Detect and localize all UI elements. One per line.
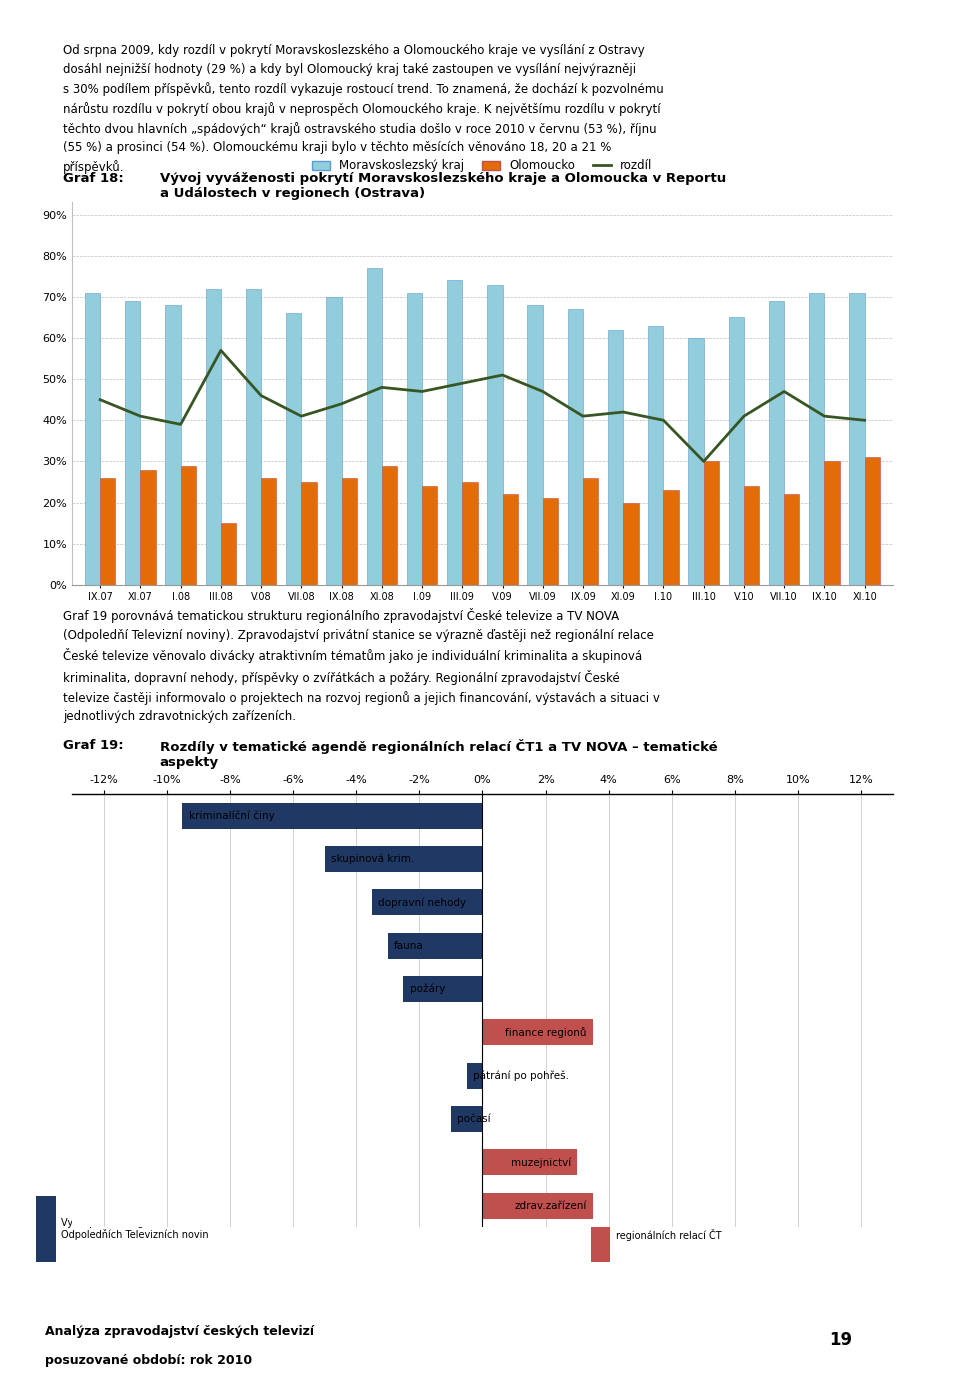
Bar <box>527 305 542 585</box>
Bar <box>205 289 221 585</box>
Text: © 2011 MEDIA TENOR: © 2011 MEDIA TENOR <box>924 633 934 743</box>
Bar <box>648 326 663 585</box>
Bar <box>865 457 880 585</box>
Text: posuzované období: rok 2010: posuzované období: rok 2010 <box>45 1354 252 1366</box>
Bar <box>809 293 825 585</box>
Bar <box>784 494 800 585</box>
Bar <box>221 523 236 585</box>
Text: Graf 19 porovnává tematickou strukturu regionálního zpravodajství České televize: Graf 19 porovnává tematickou strukturu r… <box>62 608 660 724</box>
Bar <box>482 1020 593 1046</box>
Bar <box>623 502 638 585</box>
Bar <box>567 310 583 585</box>
Bar <box>744 486 759 585</box>
Bar <box>372 889 482 915</box>
Bar <box>261 477 276 585</box>
Bar <box>825 461 840 585</box>
Bar <box>84 293 100 585</box>
Bar <box>463 482 477 585</box>
Bar <box>367 268 382 585</box>
Bar <box>180 465 196 585</box>
Bar <box>286 314 301 585</box>
Text: Od srpna 2009, kdy rozdíl v pokrytí Moravskoslezského a Olomouckého kraje ve vys: Od srpna 2009, kdy rozdíl v pokrytí Mora… <box>62 44 663 173</box>
Text: Graf 19:: Graf 19: <box>62 739 124 751</box>
Text: Rozdíly v tematické agendě regionálních relací ČT1 a TV NOVA – tematické
aspekty: Rozdíly v tematické agendě regionálních … <box>159 739 717 769</box>
Bar <box>704 461 719 585</box>
Text: Graf 18:: Graf 18: <box>62 172 124 184</box>
Bar <box>165 305 180 585</box>
Bar <box>850 293 865 585</box>
Text: dopravní nehody: dopravní nehody <box>378 897 467 908</box>
Text: finance regionů: finance regionů <box>505 1026 587 1038</box>
Bar <box>326 297 342 585</box>
Bar <box>583 477 598 585</box>
Text: kriminalíční činy: kriminalíční činy <box>189 810 275 821</box>
Bar <box>182 802 482 828</box>
Bar <box>451 1106 482 1132</box>
Legend: Moravskoslezský kraj, Olomoucko, rozdíl: Moravskoslezský kraj, Olomoucko, rozdíl <box>307 154 658 178</box>
Text: požáry: požáry <box>410 984 445 995</box>
Bar <box>688 338 704 585</box>
Text: počasí: počasí <box>457 1113 491 1124</box>
Text: Analýza zpravodajství českých televizí: Analýza zpravodajství českých televizí <box>45 1325 314 1337</box>
Bar <box>467 1062 482 1088</box>
Bar <box>140 469 156 585</box>
Bar <box>301 482 317 585</box>
Text: Vyšší podíl na agendě
Odpoledňích Televizních novin: Vyšší podíl na agendě Odpoledňích Televi… <box>61 1218 208 1240</box>
Text: Vývoj vyváženosti pokrytí Moravskoslezského kraje a Olomoucka v Reportu
a Událos: Vývoj vyváženosti pokrytí Moravskoslezsk… <box>159 172 726 200</box>
Bar <box>729 318 744 585</box>
Text: pátrání po pohřeš.: pátrání po pohřeš. <box>473 1071 569 1082</box>
Bar <box>388 933 482 959</box>
Bar <box>246 289 261 585</box>
Bar <box>342 477 357 585</box>
Bar <box>502 494 517 585</box>
Bar <box>488 285 502 585</box>
Bar <box>382 465 397 585</box>
Bar <box>407 293 422 585</box>
Text: fauna: fauna <box>394 941 423 951</box>
Text: zdrav.zařízení: zdrav.zařízení <box>515 1201 587 1211</box>
Bar <box>482 1149 577 1175</box>
Bar <box>769 301 784 585</box>
Text: muzejnictví: muzejnictví <box>511 1157 571 1168</box>
Text: 19: 19 <box>829 1331 852 1350</box>
Bar <box>447 281 463 585</box>
Bar <box>100 477 115 585</box>
Text: Vyšší podíl na zpravodajství
regionálních relací ČT: Vyšší podíl na zpravodajství regionálníc… <box>615 1216 752 1241</box>
Bar <box>422 486 438 585</box>
Text: skupinová krim.: skupinová krim. <box>331 853 414 864</box>
Bar <box>324 846 482 872</box>
Bar <box>125 301 140 585</box>
Bar <box>542 498 558 585</box>
Bar <box>403 976 482 1002</box>
Bar <box>663 490 679 585</box>
Bar <box>482 1193 593 1219</box>
FancyBboxPatch shape <box>590 1196 611 1262</box>
Bar <box>608 330 623 585</box>
FancyBboxPatch shape <box>36 1196 56 1262</box>
